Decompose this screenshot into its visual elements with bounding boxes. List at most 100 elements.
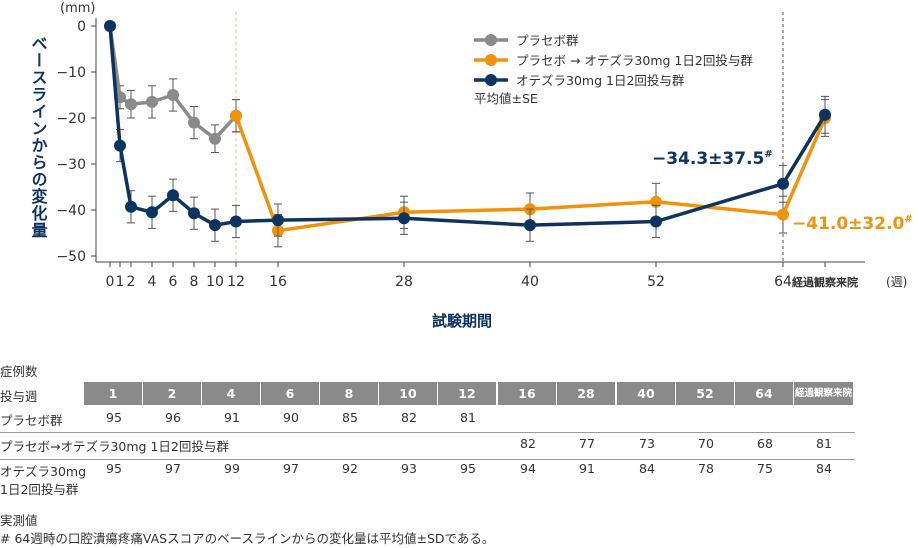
table-header-week: 1 [84,382,144,405]
data-point [230,109,242,122]
table-cell: 82 [520,436,536,451]
table-header-week: 経過観察来院 [794,382,855,405]
chart-axes [91,12,865,267]
data-point [125,200,137,213]
table-cell: 91 [579,461,595,476]
data-point [777,208,789,221]
table-cell: 94 [520,461,536,476]
x-tick-label: 経過観察来院 [792,275,858,289]
y-tick-label: −50 [56,249,86,265]
table-cell: 81 [816,436,832,451]
x-tick-label: 2 [127,274,136,290]
table-cell: 95 [106,461,122,476]
chart-labels: 0−10−20−30−40−50(mm)0 1 2 4 6 8 10 12 16 28 40 52 64… [29,1,913,330]
data-point [272,214,284,227]
table-cell: 99 [224,461,240,476]
x-tick-label: 10 [206,274,224,290]
table-cell: 77 [579,436,595,451]
table-cell: 84 [639,461,655,476]
table-cell: 91 [224,410,240,425]
legend-swatch-marker [485,74,497,86]
table-header-week: 64 [735,382,795,405]
table-header-week: 2 [143,382,203,405]
x-tick-label: 4 [148,274,157,290]
table-header-week: 6 [261,382,321,405]
chart-series [104,20,831,248]
x-tick-label: 16 [269,274,287,290]
table-cell: 75 [757,461,773,476]
annotation-sup: # [904,214,912,225]
data-point [188,116,200,129]
row-divider [0,432,855,433]
x-unit-label: (週) [886,275,907,289]
x-tick-label: 12 [227,274,245,290]
data-point [650,195,662,208]
table-cell: 82 [401,410,417,425]
legend-swatch-marker [485,54,497,66]
row-label-otezla-line2: 1日2回投与群 [0,482,79,497]
table-cell: 81 [460,410,476,425]
table-cell: 70 [698,436,714,451]
table-cell: 97 [283,461,299,476]
table-header-week: 40 [617,382,677,405]
row-divider [0,459,855,460]
data-point [777,177,789,190]
row-label-placebo-to-otezla: プラセボ→オテズラ30mg 1日2回投与群 [0,439,229,454]
data-point [146,95,158,108]
table-cell: 84 [816,461,832,476]
table-cell: 90 [283,410,299,425]
y-tick-label: −10 [56,65,86,81]
x-tick-label: 8 [190,274,199,290]
table-header-label: 投与週 [0,389,38,404]
table-header-week: 12 [438,382,498,405]
data-point [114,139,126,152]
footnotes: 実測値 # 64週時の口腔潰瘍疼痛VASスコアのベースラインからの変化量は平均値… [0,512,494,548]
legend-swatch-marker [485,34,497,46]
table-header-week: 52 [676,382,736,405]
y-axis-title: ベースラインからの変化量 [29,35,48,239]
data-point [524,219,536,232]
x-axis-title: 試験期間 [432,312,492,330]
data-point [209,219,221,232]
data-point [146,206,158,219]
y-tick-label: 0 [77,19,86,35]
footnote-measured: 実測値 [0,513,38,528]
table-cell: 96 [165,410,181,425]
table-header-week: 10 [379,382,439,405]
table-header-week: 16 [498,382,558,405]
data-point [188,207,200,220]
data-point [819,108,831,121]
table-cell: 97 [165,461,181,476]
data-point [167,89,179,101]
data-point [125,98,137,111]
data-point [398,212,410,225]
x-tick-label: 52 [647,274,665,290]
x-tick-label: 40 [521,274,539,290]
y-tick-label: −20 [56,111,86,127]
data-point [230,215,242,228]
row-label-otezla-line1: オテズラ30mg [0,464,87,479]
table-cell: 95 [106,410,122,425]
legend-label: プラセボ → オテズラ30mg 1日2回投与群 [516,53,753,68]
y-unit-label: (mm) [60,1,95,16]
table-cell: 68 [757,436,773,451]
data-point [167,189,179,202]
legend-label: オテズラ30mg 1日2回投与群 [516,73,685,88]
legend-note: 平均値±SE [474,91,538,106]
table-title: 症例数 [0,364,38,379]
table-header-week: 28 [557,382,617,405]
annotation-sup: # [764,149,772,160]
data-point [650,215,662,228]
table-cell: 73 [639,436,655,451]
table-cell: 78 [698,461,714,476]
row-label-placebo: プラセボ群 [0,413,63,428]
data-point [209,132,221,145]
x-tick-label: 1 [116,274,125,290]
table-header-week: 4 [202,382,262,405]
y-tick-label: −40 [56,203,86,219]
x-tick-label: 28 [395,274,413,290]
y-tick-label: −30 [56,157,86,173]
data-point [104,20,116,32]
line-chart: 0−10−20−30−40−50(mm)0 1 2 4 6 8 10 12 16 28 40 52 64… [29,1,913,330]
footnote-sd: # 64週時の口腔潰瘍疼痛VASスコアのベースラインからの変化量は平均値±SDで… [0,531,495,546]
